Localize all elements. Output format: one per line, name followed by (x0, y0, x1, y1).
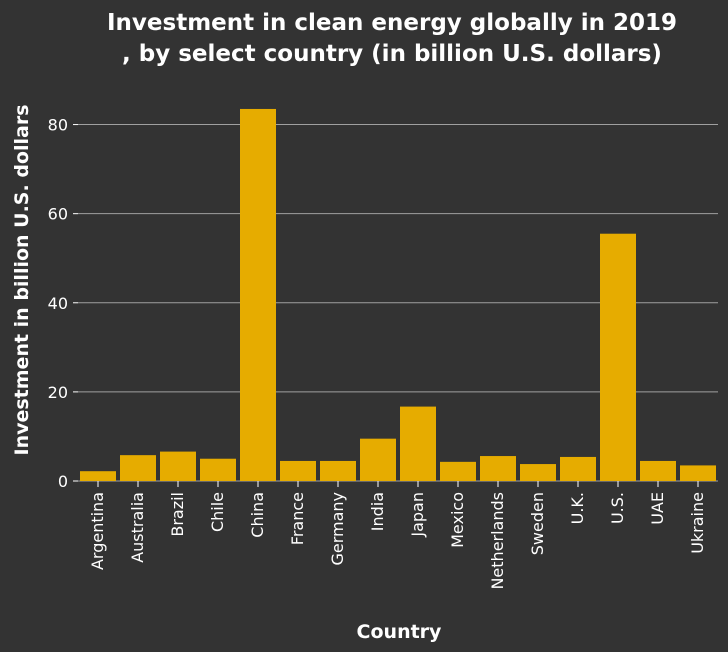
x-tick-label: U.S. (608, 492, 627, 524)
chart-title-line-1: Investment in clean energy globally in 2… (107, 10, 677, 36)
bar (280, 460, 316, 481)
bar (120, 455, 156, 481)
y-tick-label: 80 (48, 116, 68, 135)
bar (240, 108, 276, 481)
bars (80, 108, 716, 481)
y-tick-label: 20 (48, 383, 68, 402)
x-tick-label: U.K. (568, 492, 587, 524)
x-tick-label: Australia (128, 492, 147, 563)
bar (80, 471, 116, 481)
x-tick-label: Brazil (168, 492, 187, 537)
x-tick-label: Ukraine (688, 492, 707, 554)
y-axis: 0 20 40 60 80 (48, 116, 78, 491)
bar (640, 460, 676, 481)
bar (520, 464, 556, 481)
x-tick-label: Germany (328, 492, 347, 566)
bar (440, 461, 476, 481)
bar (160, 451, 196, 481)
y-tick-label: 40 (48, 294, 68, 313)
x-tick-label: India (368, 492, 387, 531)
bar (680, 465, 716, 481)
x-axis-label: Country (357, 621, 443, 643)
x-tick-label: UAE (648, 492, 667, 525)
x-tick-label: France (288, 492, 307, 545)
x-axis: Argentina Australia Brazil Chile China France… (88, 481, 707, 590)
y-tick-label: 60 (48, 205, 68, 224)
x-tick-label: Chile (208, 492, 227, 532)
x-tick-label: Argentina (88, 492, 107, 570)
bar (480, 456, 516, 481)
x-tick-label: Sweden (528, 492, 547, 555)
bar (560, 456, 596, 481)
bar (600, 233, 636, 481)
x-tick-label: Netherlands (488, 492, 507, 590)
bar (200, 458, 236, 481)
bar (400, 406, 436, 481)
x-tick-label: Japan (408, 492, 427, 538)
chart-title-line-2: , by select country (in billion U.S. dol… (122, 41, 662, 67)
y-axis-label: Investment in billion U.S. dollars (11, 104, 33, 455)
x-tick-label: China (248, 492, 267, 538)
x-tick-label: Mexico (448, 492, 467, 548)
y-tick-label: 0 (58, 472, 68, 491)
bar (360, 438, 396, 481)
bar (320, 460, 356, 481)
